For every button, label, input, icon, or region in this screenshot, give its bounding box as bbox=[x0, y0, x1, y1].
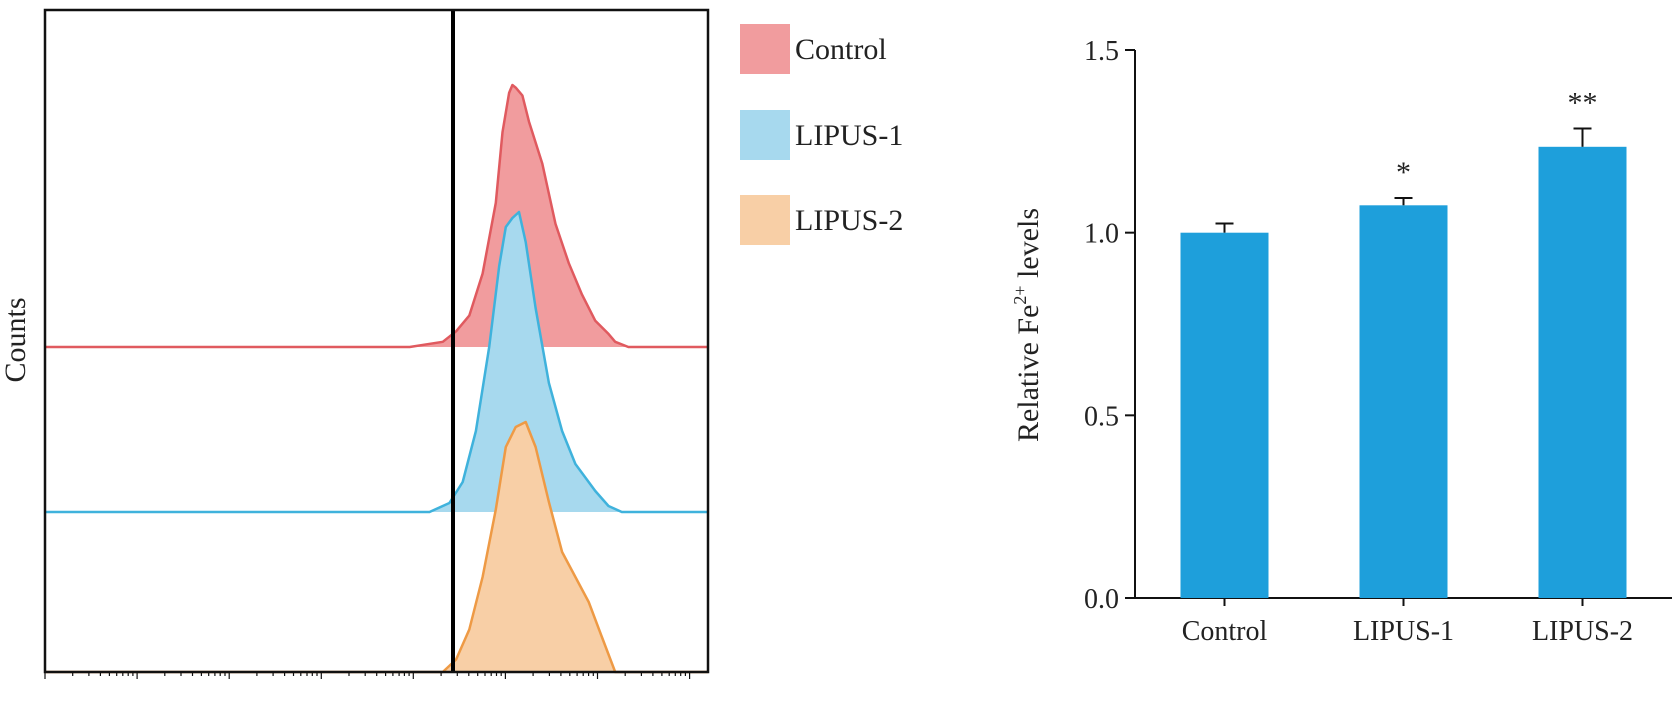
y-label-superscript: 2+ bbox=[1010, 285, 1030, 304]
significance-mark-lipus-2: ** bbox=[1568, 87, 1598, 120]
bar-x-tick-label-control: Control bbox=[1182, 616, 1268, 647]
y-label-suffix: levels bbox=[1012, 208, 1045, 285]
bar-y-tick-label: 1.5 bbox=[1084, 36, 1119, 67]
legend: Control LIPUS-1 LIPUS-2 bbox=[740, 24, 903, 245]
bar-control bbox=[1180, 232, 1269, 598]
legend-swatch-lipus-1 bbox=[740, 110, 790, 160]
histogram-y-axis-label: Counts bbox=[0, 297, 32, 382]
legend-label-lipus-2: LIPUS-2 bbox=[795, 204, 903, 237]
histogram-fill-control bbox=[45, 85, 708, 347]
bar-y-axis-label: Relative Fe2+ levels bbox=[1010, 208, 1045, 442]
bar-y-tick-label: 0.5 bbox=[1084, 401, 1119, 432]
bar-lipus-1 bbox=[1359, 205, 1448, 599]
bar-x-tick-label-lipus-2: LIPUS-2 bbox=[1532, 616, 1633, 647]
bar-x-tick-label-lipus-1: LIPUS-1 bbox=[1353, 616, 1454, 647]
legend-swatch-control bbox=[740, 24, 790, 74]
histogram-panel: Counts bbox=[0, 8, 710, 679]
bar-y-tick-label: 0.0 bbox=[1084, 584, 1119, 615]
histogram-series-group bbox=[45, 83, 708, 674]
histogram-fill-lipus-1 bbox=[45, 212, 708, 512]
histogram-x-ticks bbox=[44, 672, 691, 679]
histogram-curve-lipus-2 bbox=[45, 420, 708, 674]
bar-marks: *** bbox=[1180, 87, 1627, 599]
histogram-curve-control bbox=[45, 83, 708, 349]
histogram-curve-lipus-1 bbox=[45, 210, 708, 514]
legend-label-lipus-1: LIPUS-1 bbox=[795, 119, 903, 152]
bar-lipus-2 bbox=[1538, 146, 1627, 599]
bar-y-tick-label: 1.0 bbox=[1084, 219, 1119, 250]
histogram-fill-lipus-2 bbox=[45, 422, 708, 672]
bar-chart-panel: Relative Fe2+ levels 0.0 0.5 1.0 1.5 Control… bbox=[1010, 36, 1672, 647]
y-label-main: Relative Fe bbox=[1012, 305, 1045, 442]
legend-swatch-lipus-2 bbox=[740, 195, 790, 245]
legend-label-control: Control bbox=[795, 33, 887, 66]
significance-mark-lipus-1: * bbox=[1396, 156, 1411, 189]
